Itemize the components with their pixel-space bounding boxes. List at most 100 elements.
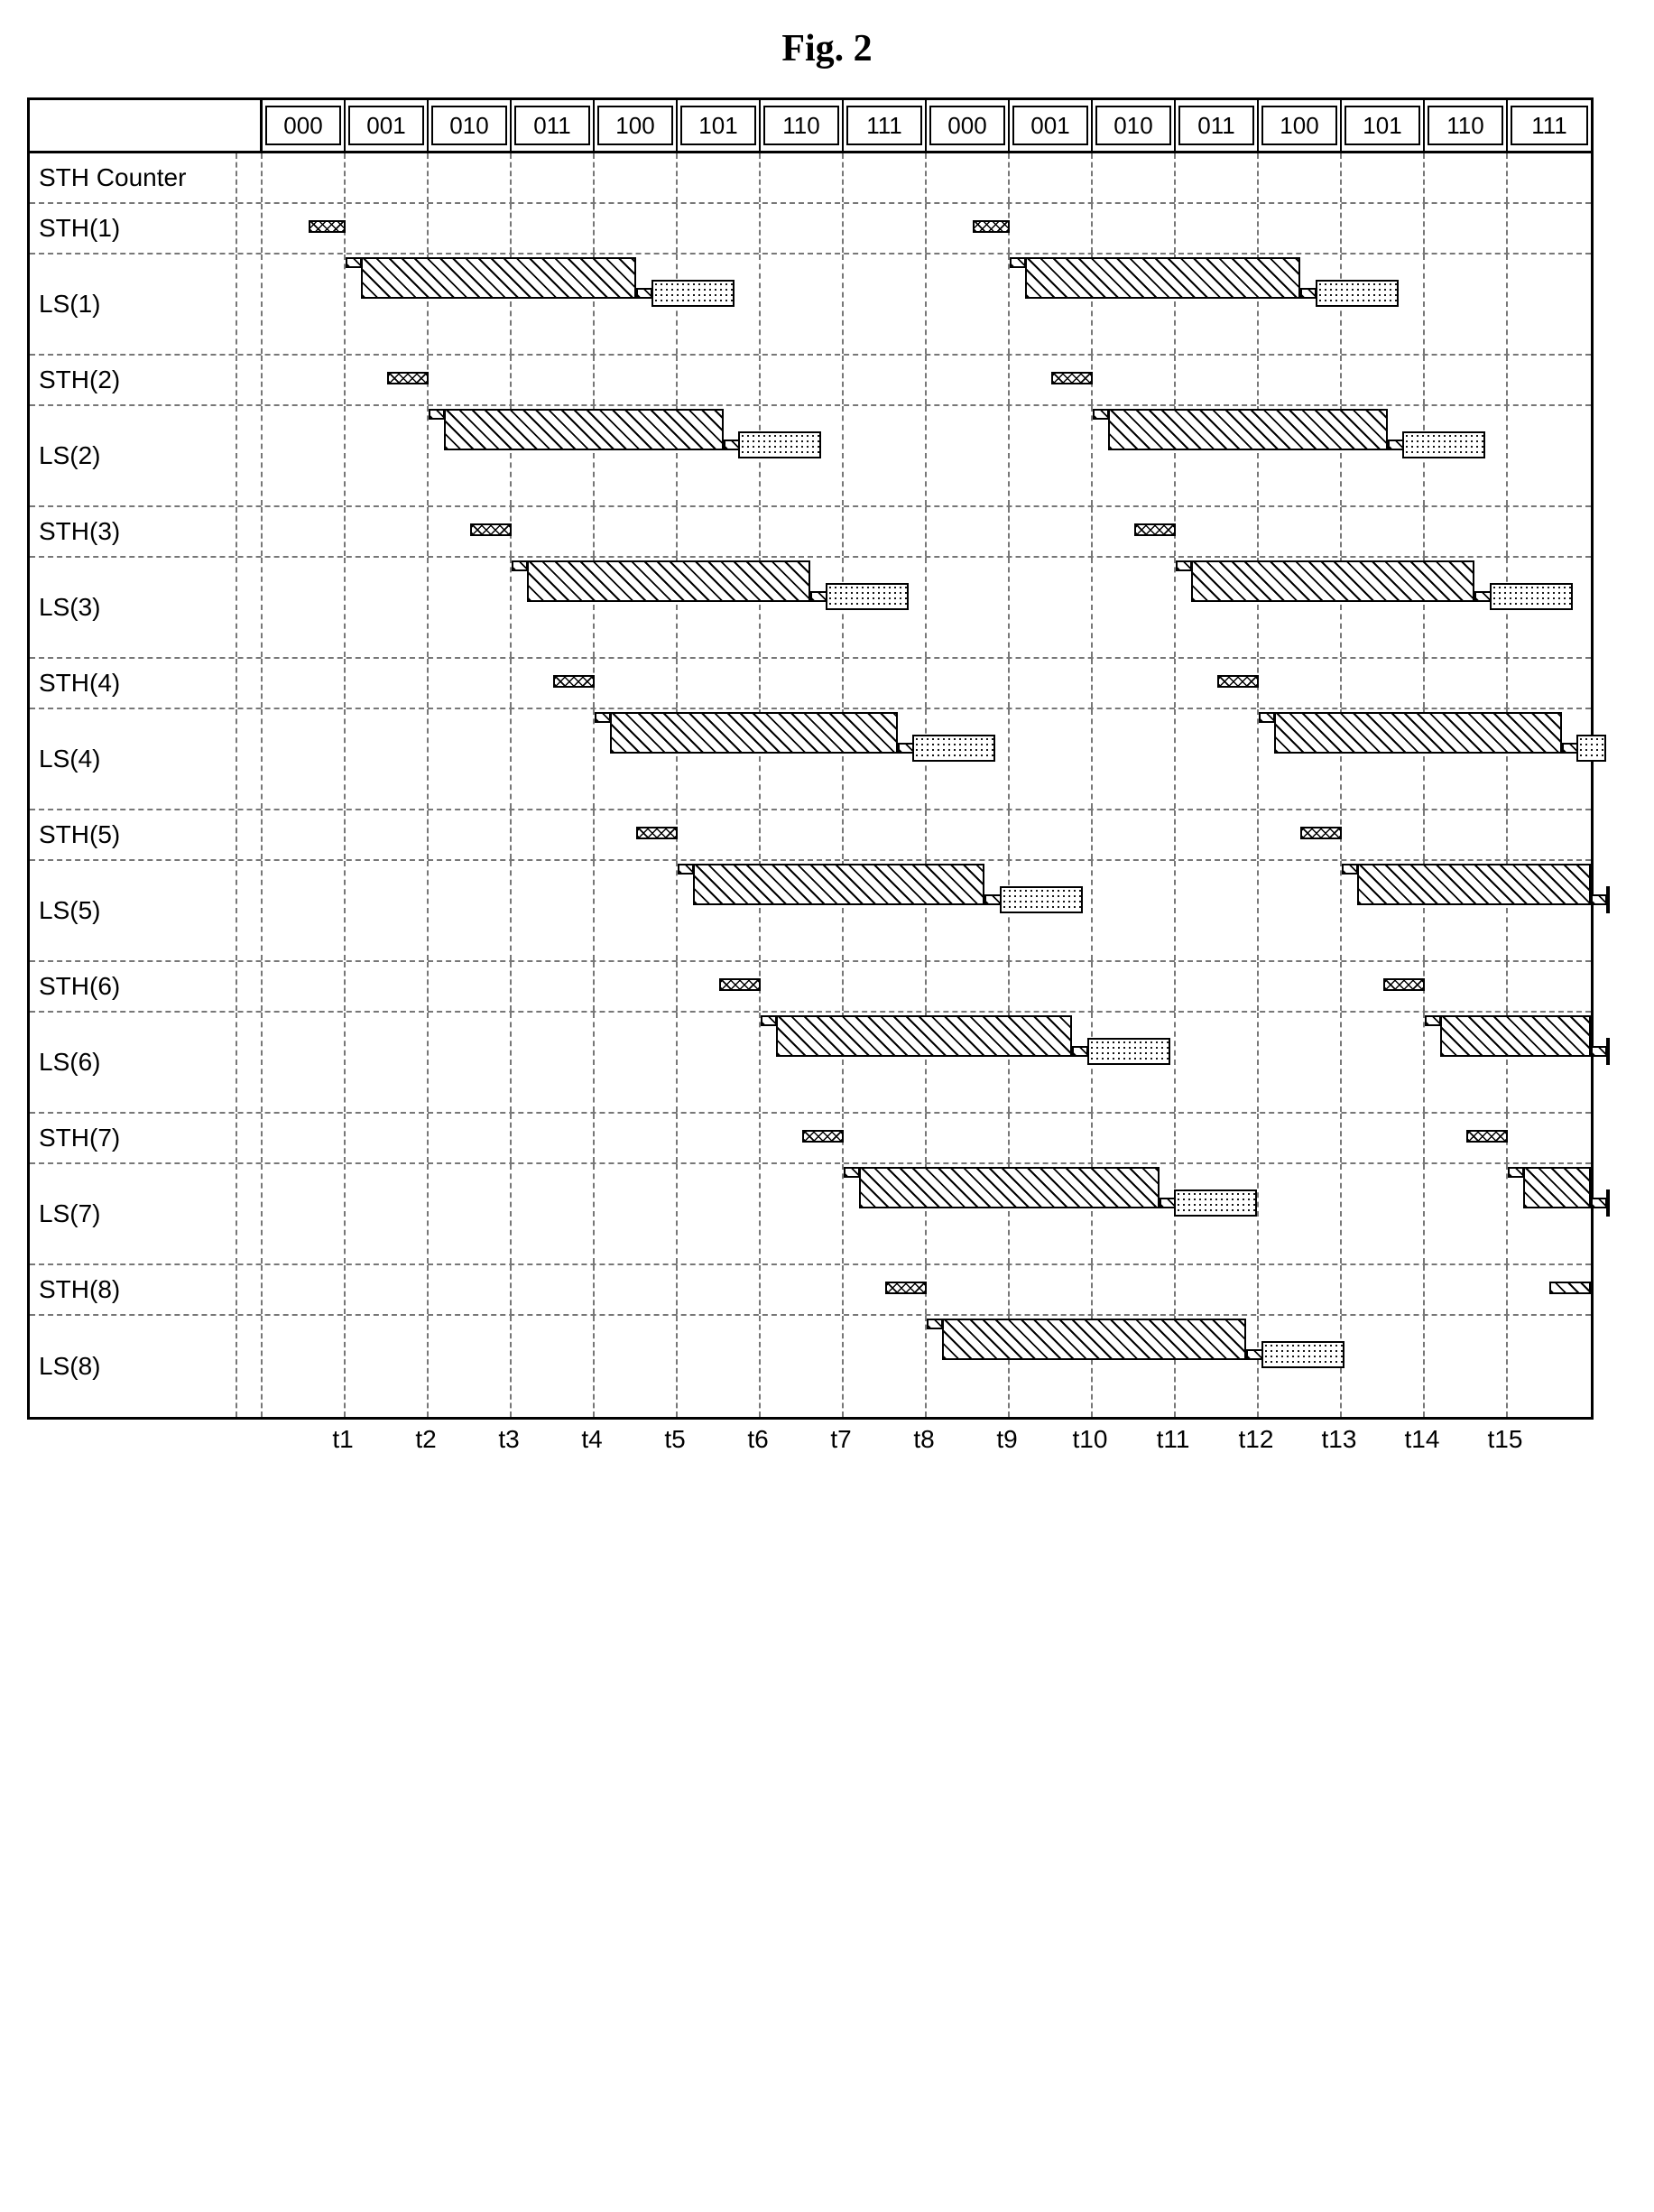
grid-cell bbox=[844, 255, 927, 354]
grid-cell bbox=[1176, 709, 1259, 809]
grid-cell bbox=[1259, 1013, 1342, 1112]
grid-cell bbox=[346, 1164, 429, 1263]
grid-cell bbox=[595, 962, 678, 1011]
grid-cell bbox=[761, 507, 844, 556]
grid-cell bbox=[512, 709, 595, 809]
grid-cell bbox=[429, 406, 512, 505]
grid-cell bbox=[761, 810, 844, 859]
counter-cell: 000 bbox=[927, 100, 1010, 151]
grid-cell bbox=[263, 1013, 346, 1112]
grid-cell bbox=[429, 1265, 512, 1314]
grid-cell bbox=[512, 1114, 595, 1162]
grid-cell bbox=[1093, 659, 1176, 708]
grid-cell bbox=[678, 1265, 761, 1314]
grid-cell bbox=[1508, 810, 1591, 859]
grid-cell bbox=[927, 1316, 1010, 1417]
grid-cell bbox=[346, 861, 429, 960]
grid-cell bbox=[927, 204, 1010, 253]
grid-cell bbox=[761, 1013, 844, 1112]
grid-cell bbox=[844, 1316, 927, 1417]
grid-cell bbox=[678, 153, 761, 202]
grid-cell bbox=[761, 962, 844, 1011]
grid-cell bbox=[1259, 709, 1342, 809]
grid-cell bbox=[1425, 1164, 1508, 1263]
counter-value: 110 bbox=[763, 106, 839, 145]
grid-cell bbox=[429, 1013, 512, 1112]
row-label: LS(3) bbox=[30, 558, 237, 657]
grid-cell bbox=[844, 1265, 927, 1314]
grid-cell bbox=[512, 255, 595, 354]
grid-cell bbox=[346, 810, 429, 859]
counter-cell: 101 bbox=[1342, 100, 1425, 151]
grid-cell bbox=[263, 153, 346, 202]
grid-cell bbox=[512, 153, 595, 202]
grid-cell bbox=[1010, 356, 1093, 404]
grid-cell bbox=[1176, 810, 1259, 859]
grid-cell bbox=[1093, 507, 1176, 556]
grid-cell bbox=[263, 1114, 346, 1162]
grid-cell bbox=[1093, 1316, 1176, 1417]
grid-cell bbox=[844, 1114, 927, 1162]
grid-cell bbox=[429, 861, 512, 960]
grid-cell bbox=[678, 962, 761, 1011]
grid-cell bbox=[346, 659, 429, 708]
grid-cell bbox=[1259, 861, 1342, 960]
ls-step bbox=[1591, 1046, 1607, 1057]
grid-cell bbox=[1425, 709, 1508, 809]
grid-cell bbox=[512, 1013, 595, 1112]
grid-cell bbox=[263, 255, 346, 354]
grid-cell bbox=[1259, 810, 1342, 859]
grid-cell bbox=[1342, 1265, 1425, 1314]
grid-cell bbox=[1093, 709, 1176, 809]
grid-cell bbox=[1259, 153, 1342, 202]
grid-cell bbox=[761, 709, 844, 809]
row-label: STH(1) bbox=[30, 204, 237, 253]
grid-cell bbox=[1508, 204, 1591, 253]
row-label: STH(4) bbox=[30, 659, 237, 708]
grid-cell bbox=[927, 709, 1010, 809]
grid-cell bbox=[1010, 1316, 1093, 1417]
time-tick: t12 bbox=[1239, 1425, 1274, 1454]
grid-cell bbox=[263, 356, 346, 404]
counter-value: 010 bbox=[431, 106, 507, 145]
grid-cell bbox=[844, 1164, 927, 1263]
grid-cell bbox=[1093, 1164, 1176, 1263]
grid-cell bbox=[1176, 558, 1259, 657]
grid-cell bbox=[678, 507, 761, 556]
grid-cell bbox=[346, 153, 429, 202]
grid-cell bbox=[429, 153, 512, 202]
grid-cell bbox=[595, 1013, 678, 1112]
grid-cell bbox=[761, 1164, 844, 1263]
grid-cell bbox=[346, 507, 429, 556]
grid-cell bbox=[346, 406, 429, 505]
counter-value: 100 bbox=[597, 106, 673, 145]
grid-cell bbox=[1342, 1114, 1425, 1162]
counter-cell: 111 bbox=[844, 100, 927, 151]
counter-cell: 110 bbox=[1425, 100, 1508, 151]
grid-cell bbox=[263, 810, 346, 859]
grid-cell bbox=[761, 1316, 844, 1417]
grid-cell bbox=[844, 356, 927, 404]
counter-value: 110 bbox=[1428, 106, 1503, 145]
grid-cell bbox=[263, 709, 346, 809]
grid-cell bbox=[1342, 255, 1425, 354]
grid-cell bbox=[678, 1114, 761, 1162]
row-label: LS(6) bbox=[30, 1013, 237, 1112]
grid-cell bbox=[1508, 356, 1591, 404]
grid-cell bbox=[1093, 1265, 1176, 1314]
grid-cell bbox=[512, 1316, 595, 1417]
grid-cell bbox=[1093, 558, 1176, 657]
grid-cell bbox=[595, 861, 678, 960]
grid-cell bbox=[1093, 204, 1176, 253]
grid-cell bbox=[1508, 1164, 1591, 1263]
grid-cell bbox=[761, 406, 844, 505]
grid-cell bbox=[1425, 153, 1508, 202]
grid-cell bbox=[927, 810, 1010, 859]
row-label: LS(2) bbox=[30, 406, 237, 505]
grid-cell bbox=[346, 255, 429, 354]
grid-cell bbox=[1093, 406, 1176, 505]
grid-cell bbox=[512, 204, 595, 253]
grid-cell bbox=[429, 1164, 512, 1263]
grid-cell bbox=[678, 406, 761, 505]
grid-cell bbox=[1259, 507, 1342, 556]
